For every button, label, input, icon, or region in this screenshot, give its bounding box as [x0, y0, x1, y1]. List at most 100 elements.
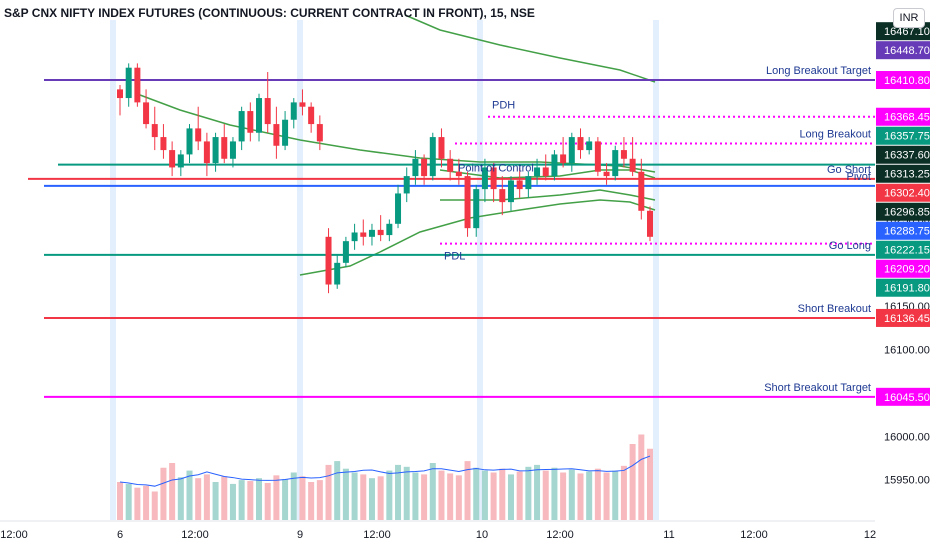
price-axis: 15950.0016000.0016050.0016100.0016150.00… [876, 22, 930, 487]
time-tick: 10 [476, 529, 488, 541]
price-label-box [876, 278, 930, 297]
volume-bar [568, 469, 575, 520]
volume-bars [117, 434, 653, 520]
price-label-text: 16222.15 [884, 245, 930, 257]
volume-bar [151, 491, 158, 520]
price-label-box [876, 259, 930, 278]
volume-bar [464, 461, 471, 520]
volume-bar [447, 473, 454, 520]
vwap-line [404, 14, 656, 83]
candle-body [325, 236, 332, 285]
time-tick: 11 [663, 529, 674, 541]
session-divider [653, 20, 659, 520]
volume-bar [542, 470, 549, 520]
candle-body [429, 137, 436, 177]
currency-button[interactable]: INR [893, 8, 925, 28]
volume-bar [316, 480, 323, 520]
chart-title: S&P CNX NIFTY INDEX FUTURES (CONTINUOUS:… [4, 6, 535, 20]
candle-body [273, 124, 280, 146]
volume-bar [308, 482, 315, 520]
candles [117, 63, 653, 294]
price-label-text: 16296.85 [884, 207, 930, 219]
candle-body [351, 232, 358, 242]
candle-body [169, 150, 176, 168]
time-tick: 12:00 [363, 529, 391, 541]
price-tick: 16100.00 [884, 345, 930, 357]
volume-bar [368, 478, 375, 520]
price-label-box [876, 145, 930, 164]
level-label: Go Short [827, 164, 871, 176]
level-label: PDL [444, 251, 465, 263]
candle-body [499, 189, 506, 203]
candle-body [117, 89, 123, 99]
vwap-line [299, 199, 656, 276]
volume-bar [325, 464, 332, 520]
volume-bar [490, 472, 497, 520]
volume-bar [438, 470, 445, 520]
candle-body [612, 150, 619, 177]
candle-body [299, 102, 306, 107]
level-label: Long Breakout [799, 128, 871, 140]
candle-body [647, 210, 653, 237]
volume-bar [256, 478, 263, 520]
volume-bar [560, 472, 567, 520]
candle-body [473, 189, 480, 229]
candle-body [308, 106, 315, 125]
time-tick: 12:00 [181, 529, 209, 541]
candle-body [186, 128, 193, 155]
price-label-text: 16288.75 [884, 226, 930, 238]
candle-body [238, 111, 245, 142]
price-label-box [876, 107, 930, 126]
candle-body [594, 141, 601, 172]
level-label: Point of Control [458, 163, 534, 175]
level-labels: Long Breakout Target PDH Long Breakout Poin… [444, 65, 871, 394]
time-tick: 12 [864, 529, 876, 541]
price-label-box [876, 202, 930, 221]
price-label-text: 16337.60 [884, 150, 930, 162]
candle-body [481, 167, 488, 190]
candle-body [603, 171, 610, 177]
price-label-box [876, 164, 930, 183]
level-label: Short Breakout Target [764, 382, 871, 394]
price-label-box [876, 126, 930, 145]
candle-body [125, 67, 132, 99]
level-label: Long Breakout Target [766, 65, 871, 77]
candle-body [421, 158, 428, 177]
volume-bar [499, 468, 506, 520]
vwap-line [440, 189, 656, 201]
candle-body [464, 176, 471, 229]
volume-bar [577, 473, 584, 520]
candle-body [560, 154, 567, 164]
volume-bar [117, 482, 123, 520]
candle-body [256, 98, 263, 133]
volume-bar [421, 474, 428, 520]
candle-body [395, 193, 402, 224]
candle-body [360, 232, 367, 237]
session-divider [477, 20, 483, 520]
volume-bar [647, 448, 653, 520]
volume-bar [455, 475, 462, 520]
price-label-text: 16410.80 [884, 75, 930, 87]
candle-body [586, 141, 593, 151]
time-tick: 12:00 [740, 529, 768, 541]
volume-bar [177, 477, 184, 520]
price-label-text: 16209.20 [884, 264, 930, 276]
volume-bar [351, 472, 358, 520]
candle-body [229, 141, 236, 159]
candle-body [507, 180, 514, 203]
candle-body [143, 102, 150, 125]
price-label-text: 16045.50 [884, 392, 930, 404]
candle-body [334, 262, 341, 285]
candle-body [290, 102, 297, 120]
time-axis: 12:00 6 12:00 9 12:00 10 12:00 11 12:00 12 [0, 520, 876, 541]
candle-body [203, 141, 210, 164]
volume-bar [247, 481, 254, 520]
price-label-box [876, 221, 930, 240]
price-label-text: 16357.75 [884, 131, 930, 143]
volume-bar [212, 482, 219, 520]
time-tick: 12:00 [546, 529, 574, 541]
candle-body [490, 167, 497, 190]
candle-body [620, 150, 627, 159]
volume-bar [360, 474, 367, 520]
